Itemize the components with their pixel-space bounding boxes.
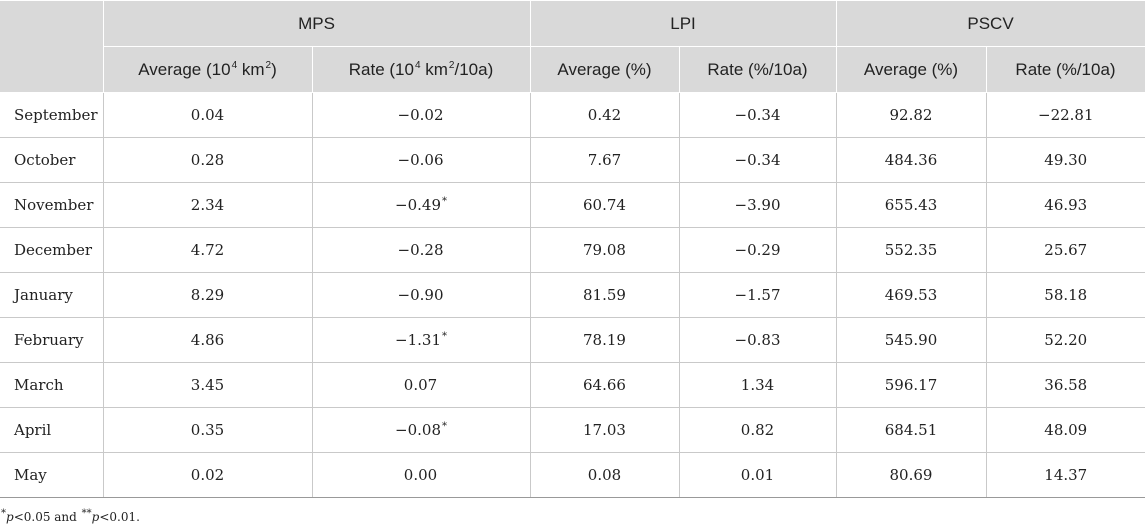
table-row: February 4.86 −1.31* 78.19 −0.83 545.90 52.20 <box>0 317 1145 363</box>
mps-average-cell: 0.35 <box>102 407 313 453</box>
month-cell: January <box>0 272 104 318</box>
pscv-rate-cell: 52.20 <box>985 317 1145 363</box>
mps-rate-cell: −1.31* <box>311 317 531 363</box>
pscv-average-cell: 655.43 <box>835 182 987 228</box>
lpi-average-cell: 7.67 <box>529 137 680 183</box>
subheader-lpi-average: Average (%) <box>529 46 680 93</box>
month-cell: September <box>0 92 104 138</box>
mps-rate-cell: −0.08* <box>311 407 531 453</box>
lpi-average-cell: 0.42 <box>529 92 680 138</box>
group-header-lpi: LPI <box>529 0 837 47</box>
footnote: *p<0.05 and **p<0.01. <box>1 508 140 525</box>
pscv-average-cell: 684.51 <box>835 407 987 453</box>
group-header-pscv: PSCV <box>835 0 1145 47</box>
mps-average-cell: 4.86 <box>102 317 313 363</box>
significance-mark: * <box>441 331 447 342</box>
subheader-mps-rate: Rate (104 km2/10a) <box>311 46 531 93</box>
table-row: January 8.29 −0.90 81.59 −1.57 469.53 58.18 <box>0 272 1145 318</box>
pscv-average-cell: 484.36 <box>835 137 987 183</box>
lpi-rate-cell: −1.57 <box>678 272 837 318</box>
lpi-average-cell: 81.59 <box>529 272 680 318</box>
lpi-average-cell: 17.03 <box>529 407 680 453</box>
table-body: September 0.04 −0.02 0.42 −0.34 92.82 −22.81 Oc… <box>0 92 1145 498</box>
lpi-average-cell: 0.08 <box>529 452 680 498</box>
pscv-average-cell: 596.17 <box>835 362 987 408</box>
table-row: November 2.34 −0.49* 60.74 −3.90 655.43 46.93 <box>0 182 1145 228</box>
mps-rate-cell: −0.90 <box>311 272 531 318</box>
mps-average-cell: 4.72 <box>102 227 313 273</box>
mps-rate-cell: −0.06 <box>311 137 531 183</box>
pscv-rate-cell: 36.58 <box>985 362 1145 408</box>
significance-mark: * <box>441 421 447 432</box>
lpi-rate-cell: −0.34 <box>678 137 837 183</box>
subheader-pscv-average: Average (%) <box>835 46 987 93</box>
lpi-average-cell: 60.74 <box>529 182 680 228</box>
mps-average-cell: 2.34 <box>102 182 313 228</box>
significance-mark: * <box>441 196 447 207</box>
lpi-rate-cell: 0.82 <box>678 407 837 453</box>
lpi-rate-cell: −0.83 <box>678 317 837 363</box>
table-row: December 4.72 −0.28 79.08 −0.29 552.35 25.67 <box>0 227 1145 273</box>
month-cell: November <box>0 182 104 228</box>
lpi-average-cell: 79.08 <box>529 227 680 273</box>
mps-average-cell: 0.04 <box>102 92 313 138</box>
month-cell: December <box>0 227 104 273</box>
group-header-row: MPS LPI PSCV <box>0 0 1145 93</box>
table-row: April 0.35 −0.08* 17.03 0.82 684.51 48.09 <box>0 407 1145 453</box>
lpi-rate-cell: −0.34 <box>678 92 837 138</box>
corner-cell <box>0 0 104 93</box>
lpi-rate-cell: −3.90 <box>678 182 837 228</box>
pscv-rate-cell: 14.37 <box>985 452 1145 498</box>
pscv-average-cell: 80.69 <box>835 452 987 498</box>
pscv-rate-cell: 58.18 <box>985 272 1145 318</box>
pscv-average-cell: 92.82 <box>835 92 987 138</box>
mps-rate-cell: −0.49* <box>311 182 531 228</box>
month-cell: February <box>0 317 104 363</box>
lpi-average-cell: 64.66 <box>529 362 680 408</box>
lpi-rate-cell: 1.34 <box>678 362 837 408</box>
pscv-average-cell: 545.90 <box>835 317 987 363</box>
subheader-pscv-rate: Rate (%/10a) <box>985 46 1145 93</box>
pscv-rate-cell: 49.30 <box>985 137 1145 183</box>
month-cell: April <box>0 407 104 453</box>
mps-rate-cell: −0.02 <box>311 92 531 138</box>
group-header-mps: MPS <box>102 0 531 47</box>
sub-header-row: Average (104 km2) Rate (104 km2/10a) Ave… <box>0 46 1145 93</box>
lpi-average-cell: 78.19 <box>529 317 680 363</box>
pscv-rate-cell: 25.67 <box>985 227 1145 273</box>
lpi-rate-cell: 0.01 <box>678 452 837 498</box>
pscv-average-cell: 469.53 <box>835 272 987 318</box>
mps-average-cell: 0.28 <box>102 137 313 183</box>
lpi-rate-cell: −0.29 <box>678 227 837 273</box>
month-cell: October <box>0 137 104 183</box>
table-row: October 0.28 −0.06 7.67 −0.34 484.36 49.30 <box>0 137 1145 183</box>
mps-average-cell: 8.29 <box>102 272 313 318</box>
month-cell: March <box>0 362 104 408</box>
mps-rate-cell: −0.28 <box>311 227 531 273</box>
table-row: March 3.45 0.07 64.66 1.34 596.17 36.58 <box>0 362 1145 408</box>
subheader-lpi-rate: Rate (%/10a) <box>678 46 837 93</box>
data-table: MPS LPI PSCV Average (104 km2) Rate (104… <box>0 0 1145 498</box>
mps-average-cell: 0.02 <box>102 452 313 498</box>
month-cell: May <box>0 452 104 498</box>
pscv-average-cell: 552.35 <box>835 227 987 273</box>
pscv-rate-cell: 48.09 <box>985 407 1145 453</box>
mps-rate-cell: 0.00 <box>311 452 531 498</box>
mps-average-cell: 3.45 <box>102 362 313 408</box>
table-row: September 0.04 −0.02 0.42 −0.34 92.82 −22.81 <box>0 92 1145 138</box>
table-row: May 0.02 0.00 0.08 0.01 80.69 14.37 <box>0 452 1145 498</box>
subheader-mps-average: Average (104 km2) <box>102 46 313 93</box>
pscv-rate-cell: 46.93 <box>985 182 1145 228</box>
mps-rate-cell: 0.07 <box>311 362 531 408</box>
pscv-rate-cell: −22.81 <box>985 92 1145 138</box>
